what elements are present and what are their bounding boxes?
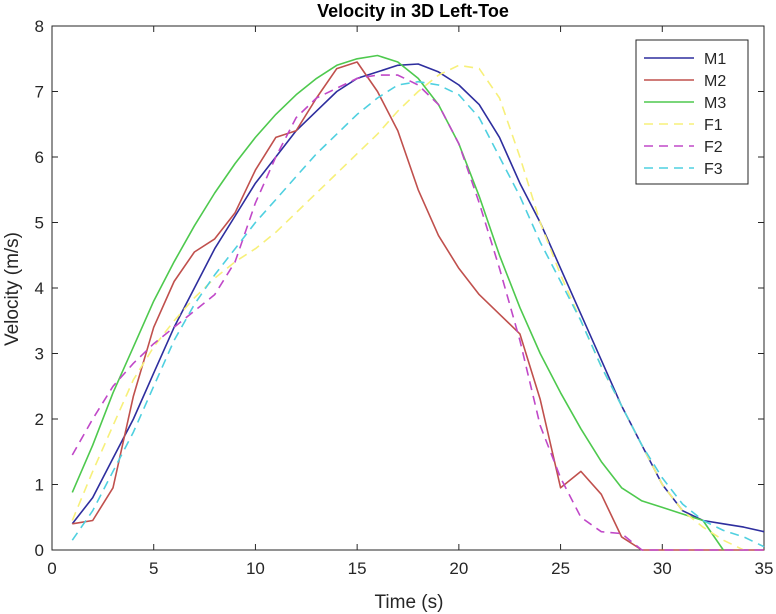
legend-label-f3: F3 [704,161,723,178]
series-line-m2 [72,61,764,551]
y-axis-ticks: 0 1 2 3 4 5 6 7 8 [35,17,764,560]
x-tick-label: 5 [149,559,158,578]
series-line-f3 [71,80,765,548]
legend-label-m1: M1 [704,51,726,68]
legend-label-f1: F1 [704,117,723,134]
chart-title: Velocity in 3D Left-Toe [317,1,509,21]
legend: M1 M2 M3 F1 F2 F3 [635,39,749,185]
y-tick-label: 8 [35,17,44,36]
x-axis-label: Time (s) [375,592,444,613]
x-tick-label: 30 [653,559,672,578]
series-line-m3 [71,54,724,551]
y-tick-label: 0 [35,541,44,560]
legend-label-m2: M2 [704,73,726,90]
legend-label-m3: M3 [704,95,726,112]
x-tick-label: 15 [348,559,367,578]
x-tick-label: 0 [47,559,56,578]
y-tick-label: 2 [35,410,44,429]
y-tick-label: 6 [35,148,44,167]
x-tick-label: 35 [755,559,774,578]
series-line-f2 [71,74,764,551]
y-tick-label: 5 [35,214,44,233]
x-tick-label: 10 [246,559,265,578]
series-layer [71,54,765,551]
x-axis-ticks: 0 5 10 15 20 25 30 35 [47,26,773,578]
legend-label-f2: F2 [704,139,723,156]
y-tick-label: 3 [35,345,44,364]
y-tick-label: 1 [35,476,44,495]
x-tick-label: 25 [551,559,570,578]
legend-box [635,39,749,185]
y-axis-label: Velocity (m/s) [2,232,23,346]
x-tick-label: 20 [449,559,468,578]
y-tick-label: 4 [35,279,44,298]
series-line-f1 [71,64,745,551]
y-tick-label: 7 [35,83,44,102]
